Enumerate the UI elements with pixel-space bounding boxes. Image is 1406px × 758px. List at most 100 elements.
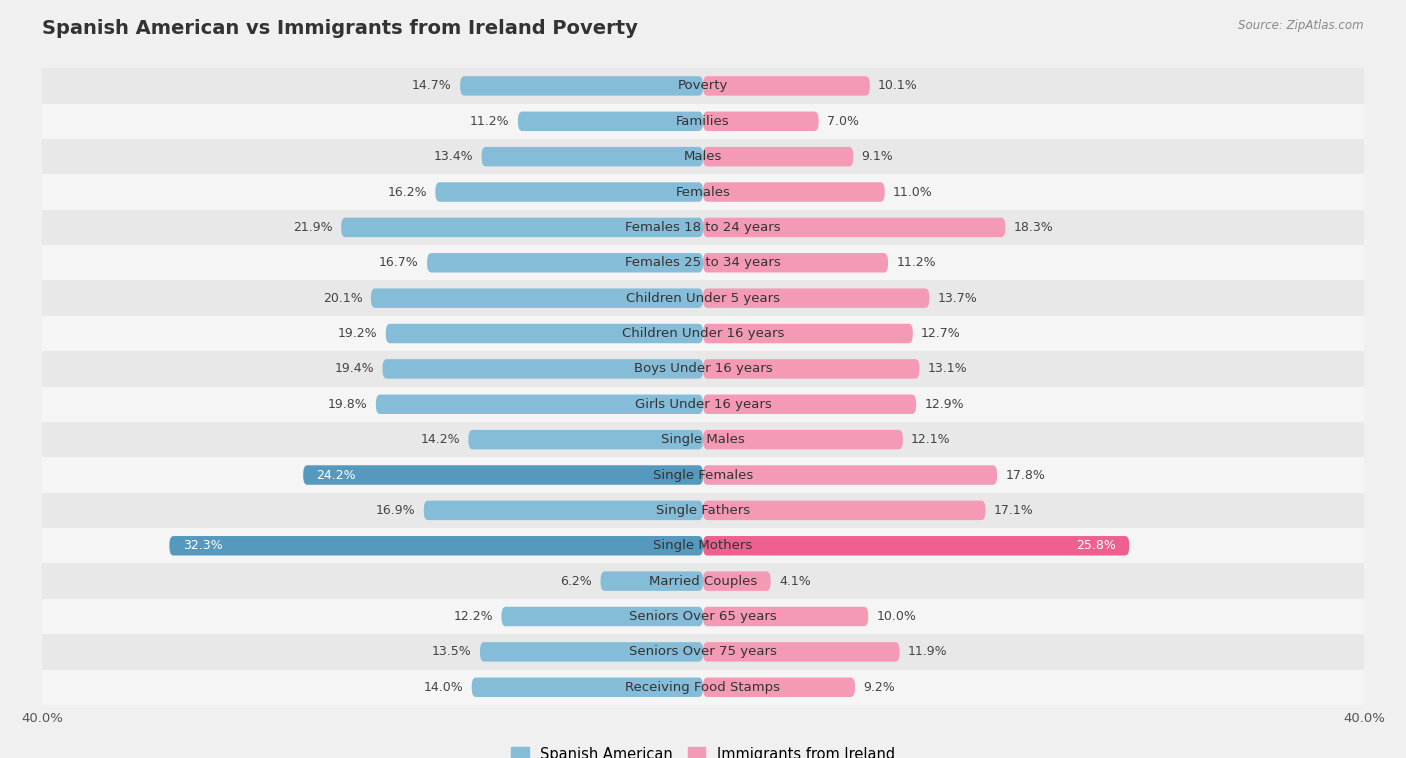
Text: 19.4%: 19.4%: [335, 362, 374, 375]
Text: 16.9%: 16.9%: [375, 504, 416, 517]
Text: 10.1%: 10.1%: [879, 80, 918, 92]
FancyBboxPatch shape: [703, 678, 855, 697]
FancyBboxPatch shape: [460, 76, 703, 96]
Text: Seniors Over 65 years: Seniors Over 65 years: [628, 610, 778, 623]
Text: Boys Under 16 years: Boys Under 16 years: [634, 362, 772, 375]
Bar: [42, 139, 1364, 174]
Text: 11.0%: 11.0%: [893, 186, 932, 199]
Text: Single Males: Single Males: [661, 433, 745, 446]
Text: 32.3%: 32.3%: [183, 539, 222, 553]
Text: 13.4%: 13.4%: [433, 150, 474, 163]
Text: 17.8%: 17.8%: [1005, 468, 1045, 481]
FancyBboxPatch shape: [468, 430, 703, 449]
Bar: [42, 351, 1364, 387]
Bar: [42, 493, 1364, 528]
Text: Single Fathers: Single Fathers: [657, 504, 749, 517]
FancyBboxPatch shape: [703, 324, 912, 343]
Text: Single Females: Single Females: [652, 468, 754, 481]
FancyBboxPatch shape: [600, 572, 703, 591]
FancyBboxPatch shape: [703, 430, 903, 449]
FancyBboxPatch shape: [703, 359, 920, 378]
Text: 6.2%: 6.2%: [561, 575, 592, 587]
FancyBboxPatch shape: [703, 147, 853, 167]
FancyBboxPatch shape: [703, 465, 997, 485]
Text: 9.2%: 9.2%: [863, 681, 896, 694]
Bar: [42, 68, 1364, 104]
Text: 17.1%: 17.1%: [994, 504, 1033, 517]
Bar: [42, 280, 1364, 316]
Text: 16.2%: 16.2%: [388, 186, 427, 199]
FancyBboxPatch shape: [703, 253, 889, 273]
Text: 18.3%: 18.3%: [1014, 221, 1053, 234]
Text: 25.8%: 25.8%: [1076, 539, 1116, 553]
Text: Single Mothers: Single Mothers: [654, 539, 752, 553]
Text: 7.0%: 7.0%: [827, 114, 859, 128]
Text: Males: Males: [683, 150, 723, 163]
Text: 12.1%: 12.1%: [911, 433, 950, 446]
Text: 14.2%: 14.2%: [420, 433, 460, 446]
FancyBboxPatch shape: [342, 218, 703, 237]
Text: 4.1%: 4.1%: [779, 575, 811, 587]
FancyBboxPatch shape: [703, 536, 1129, 556]
FancyBboxPatch shape: [703, 218, 1005, 237]
FancyBboxPatch shape: [517, 111, 703, 131]
Text: Source: ZipAtlas.com: Source: ZipAtlas.com: [1239, 19, 1364, 32]
Bar: [42, 528, 1364, 563]
Text: 20.1%: 20.1%: [323, 292, 363, 305]
Bar: [42, 174, 1364, 210]
FancyBboxPatch shape: [371, 288, 703, 308]
Bar: [42, 599, 1364, 634]
FancyBboxPatch shape: [703, 606, 868, 626]
Text: Females 18 to 24 years: Females 18 to 24 years: [626, 221, 780, 234]
Text: 16.7%: 16.7%: [380, 256, 419, 269]
FancyBboxPatch shape: [375, 394, 703, 414]
Text: 10.0%: 10.0%: [876, 610, 917, 623]
FancyBboxPatch shape: [703, 500, 986, 520]
Legend: Spanish American, Immigrants from Ireland: Spanish American, Immigrants from Irelan…: [505, 741, 901, 758]
Text: 24.2%: 24.2%: [316, 468, 356, 481]
Bar: [42, 457, 1364, 493]
FancyBboxPatch shape: [169, 536, 703, 556]
Text: Females 25 to 34 years: Females 25 to 34 years: [626, 256, 780, 269]
FancyBboxPatch shape: [703, 572, 770, 591]
FancyBboxPatch shape: [502, 606, 703, 626]
FancyBboxPatch shape: [703, 76, 870, 96]
FancyBboxPatch shape: [436, 183, 703, 202]
Bar: [42, 316, 1364, 351]
Text: 12.9%: 12.9%: [924, 398, 965, 411]
FancyBboxPatch shape: [703, 288, 929, 308]
Text: 13.1%: 13.1%: [928, 362, 967, 375]
FancyBboxPatch shape: [423, 500, 703, 520]
Bar: [42, 563, 1364, 599]
FancyBboxPatch shape: [304, 465, 703, 485]
FancyBboxPatch shape: [479, 642, 703, 662]
Bar: [42, 634, 1364, 669]
Text: 14.0%: 14.0%: [423, 681, 464, 694]
Text: 13.5%: 13.5%: [432, 645, 471, 659]
Text: Poverty: Poverty: [678, 80, 728, 92]
Text: Girls Under 16 years: Girls Under 16 years: [634, 398, 772, 411]
Text: 12.2%: 12.2%: [454, 610, 494, 623]
Text: Spanish American vs Immigrants from Ireland Poverty: Spanish American vs Immigrants from Irel…: [42, 19, 638, 38]
FancyBboxPatch shape: [703, 394, 917, 414]
Text: 21.9%: 21.9%: [294, 221, 333, 234]
Text: 9.1%: 9.1%: [862, 150, 893, 163]
Bar: [42, 245, 1364, 280]
Text: Females: Females: [675, 186, 731, 199]
FancyBboxPatch shape: [482, 147, 703, 167]
Text: Married Couples: Married Couples: [650, 575, 756, 587]
FancyBboxPatch shape: [703, 111, 818, 131]
Bar: [42, 422, 1364, 457]
Text: 11.9%: 11.9%: [908, 645, 948, 659]
Text: Children Under 5 years: Children Under 5 years: [626, 292, 780, 305]
Bar: [42, 210, 1364, 245]
Text: Children Under 16 years: Children Under 16 years: [621, 327, 785, 340]
Bar: [42, 104, 1364, 139]
FancyBboxPatch shape: [427, 253, 703, 273]
Text: 11.2%: 11.2%: [470, 114, 510, 128]
FancyBboxPatch shape: [382, 359, 703, 378]
Text: 11.2%: 11.2%: [896, 256, 936, 269]
Text: 12.7%: 12.7%: [921, 327, 960, 340]
Text: 19.8%: 19.8%: [328, 398, 367, 411]
Bar: [42, 669, 1364, 705]
